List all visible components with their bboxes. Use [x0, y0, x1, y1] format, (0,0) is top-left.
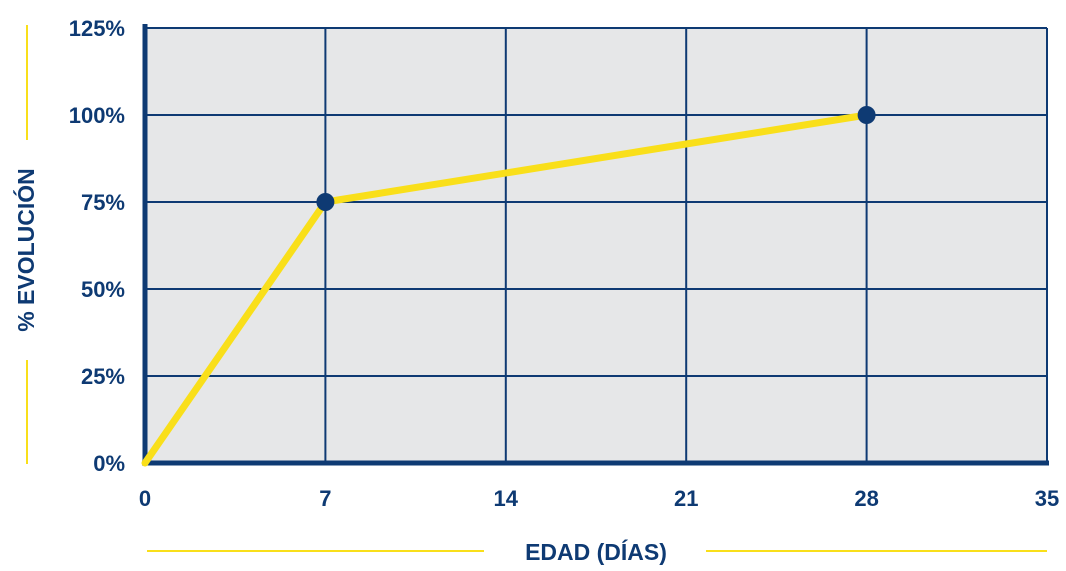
x-axis-title-group: EDAD (DÍAS) [147, 538, 1047, 565]
y-tick-labels: 0% 25% 50% 75% 100% 125% [69, 16, 125, 476]
x-tick-label: 0 [139, 486, 151, 511]
grid-lines [145, 27, 1048, 463]
y-tick-label: 50% [81, 277, 125, 302]
y-tick-label: 25% [81, 364, 125, 389]
y-tick-label: 0% [93, 451, 125, 476]
x-tick-label: 14 [494, 486, 519, 511]
x-tick-label: 28 [854, 486, 878, 511]
data-point-marker [857, 106, 876, 124]
y-tick-label: 125% [69, 16, 125, 41]
y-tick-label: 100% [69, 103, 125, 128]
x-tick-label: 7 [319, 486, 331, 511]
series [141, 106, 876, 467]
y-axis-title: % EVOLUCIÓN [12, 168, 39, 332]
x-tick-label: 35 [1035, 486, 1059, 511]
x-tick-label: 21 [674, 486, 698, 511]
y-axis-title-group: % EVOLUCIÓN [12, 25, 39, 464]
data-point-marker [316, 193, 335, 211]
axes [142, 24, 1049, 466]
x-axis-title: EDAD (DÍAS) [525, 538, 667, 565]
plot-area [145, 28, 1047, 463]
x-tick-labels: 0 7 14 21 28 35 [139, 486, 1059, 511]
y-tick-label: 75% [81, 190, 125, 215]
